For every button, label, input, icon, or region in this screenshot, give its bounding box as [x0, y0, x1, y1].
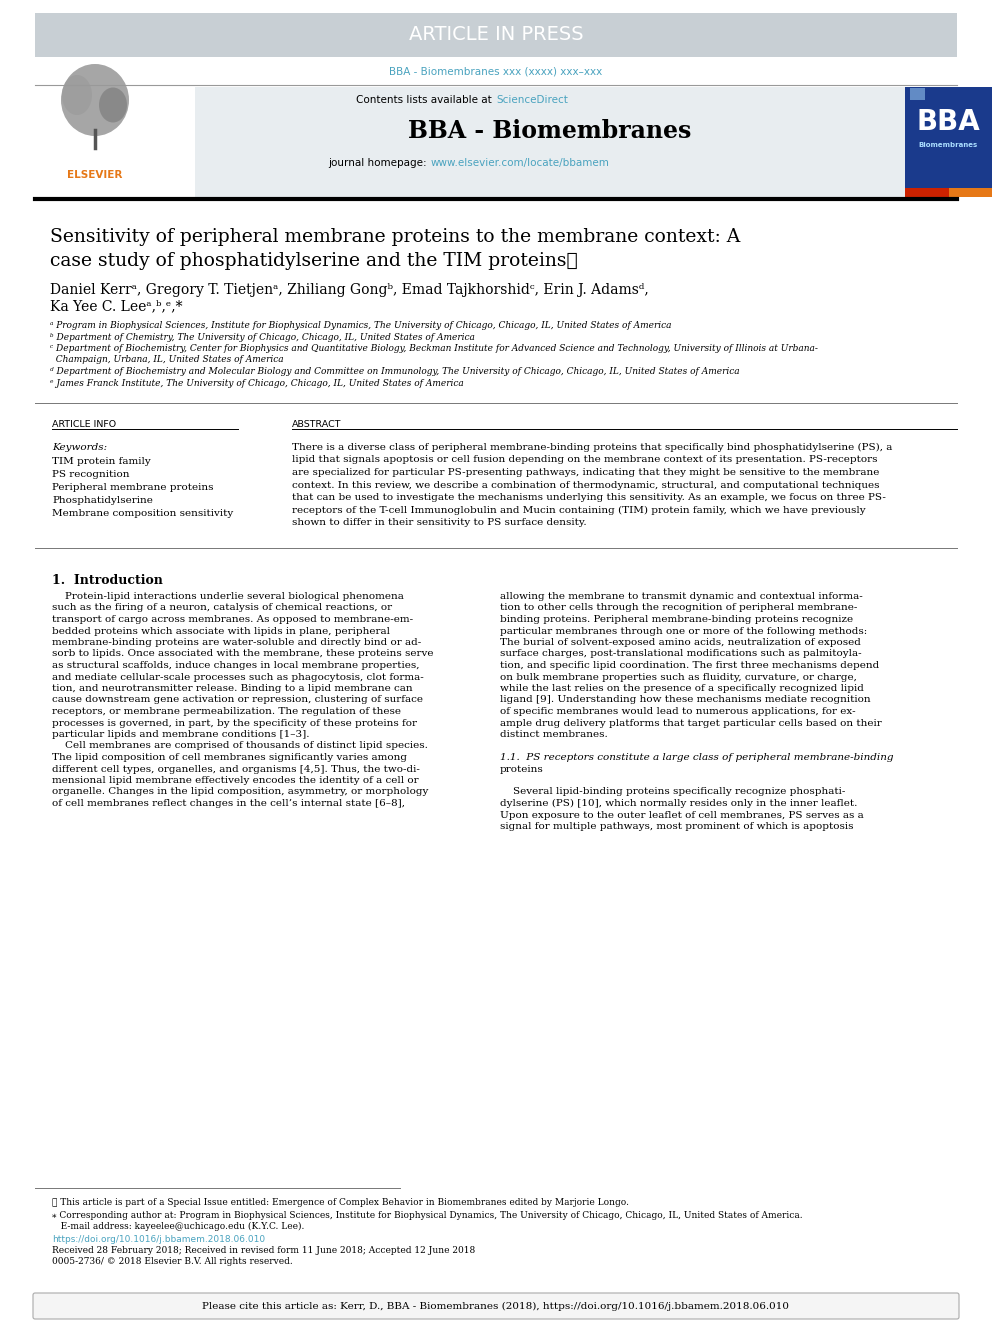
Text: ⁎ Corresponding author at: Program in Biophysical Sciences, Institute for Biophy: ⁎ Corresponding author at: Program in Bi…: [52, 1211, 803, 1220]
Text: such as the firing of a neuron, catalysis of chemical reactions, or: such as the firing of a neuron, catalysi…: [52, 603, 392, 613]
Bar: [905, 87, 992, 197]
Text: 1.1.  PS receptors constitute a large class of peripheral membrane-binding: 1.1. PS receptors constitute a large cla…: [500, 753, 894, 762]
Text: allowing the membrane to transmit dynamic and contextual informa-: allowing the membrane to transmit dynami…: [500, 591, 863, 601]
Text: https://doi.org/10.1016/j.bbamem.2018.06.010: https://doi.org/10.1016/j.bbamem.2018.06…: [52, 1234, 265, 1244]
Text: journal homepage:: journal homepage:: [328, 157, 430, 168]
Text: on bulk membrane properties such as fluidity, curvature, or charge,: on bulk membrane properties such as flui…: [500, 672, 857, 681]
Text: distinct membranes.: distinct membranes.: [500, 730, 608, 740]
Text: Biomembranes: Biomembranes: [919, 142, 978, 148]
Text: E-mail address: kayeelee@uchicago.edu (K.Y.C. Lee).: E-mail address: kayeelee@uchicago.edu (K…: [52, 1222, 305, 1232]
Text: are specialized for particular PS-presenting pathways, indicating that they migh: are specialized for particular PS-presen…: [292, 468, 879, 478]
Text: shown to differ in their sensitivity to PS surface density.: shown to differ in their sensitivity to …: [292, 519, 586, 527]
Text: proteins: proteins: [500, 765, 544, 774]
Text: surface charges, post-translational modifications such as palmitoyla-: surface charges, post-translational modi…: [500, 650, 862, 659]
Text: Sensitivity of peripheral membrane proteins to the membrane context: A: Sensitivity of peripheral membrane prote…: [50, 228, 740, 246]
Text: Several lipid-binding proteins specifically recognize phosphati-: Several lipid-binding proteins specifica…: [500, 787, 845, 796]
Text: The lipid composition of cell membranes significantly varies among: The lipid composition of cell membranes …: [52, 753, 407, 762]
Text: 0005-2736/ © 2018 Elsevier B.V. All rights reserved.: 0005-2736/ © 2018 Elsevier B.V. All righ…: [52, 1257, 293, 1266]
Text: There is a diverse class of peripheral membrane-binding proteins that specifical: There is a diverse class of peripheral m…: [292, 443, 893, 452]
Bar: [905, 188, 949, 197]
Text: transport of cargo across membranes. As opposed to membrane-em-: transport of cargo across membranes. As …: [52, 615, 413, 624]
Ellipse shape: [62, 75, 92, 115]
Text: Please cite this article as: Kerr, D., BBA - Biomembranes (2018), https://doi.or: Please cite this article as: Kerr, D., B…: [202, 1302, 790, 1311]
Text: dylserine (PS) [10], which normally resides only in the inner leaflet.: dylserine (PS) [10], which normally resi…: [500, 799, 857, 808]
Text: TIM protein family: TIM protein family: [52, 456, 151, 466]
Text: Keywords:: Keywords:: [52, 443, 107, 452]
Text: Cell membranes are comprised of thousands of distinct lipid species.: Cell membranes are comprised of thousand…: [52, 741, 428, 750]
Text: The burial of solvent-exposed amino acids, neutralization of exposed: The burial of solvent-exposed amino acid…: [500, 638, 861, 647]
Text: while the last relies on the presence of a specifically recognized lipid: while the last relies on the presence of…: [500, 684, 864, 693]
Text: Phosphatidylserine: Phosphatidylserine: [52, 496, 153, 505]
Text: ★ This article is part of a Special Issue entitled: Emergence of Complex Behavio: ★ This article is part of a Special Issu…: [52, 1199, 629, 1207]
Text: sorb to lipids. Once associated with the membrane, these proteins serve: sorb to lipids. Once associated with the…: [52, 650, 434, 659]
Text: receptors, or membrane permeabilization. The regulation of these: receptors, or membrane permeabilization.…: [52, 706, 401, 716]
Text: organelle. Changes in the lipid composition, asymmetry, or morphology: organelle. Changes in the lipid composit…: [52, 787, 429, 796]
Text: ARTICLE IN PRESS: ARTICLE IN PRESS: [409, 25, 583, 45]
Text: ᵃ Program in Biophysical Sciences, Institute for Biophysical Dynamics, The Unive: ᵃ Program in Biophysical Sciences, Insti…: [50, 321, 672, 329]
Text: ᵇ Department of Chemistry, The University of Chicago, Chicago, IL, United States: ᵇ Department of Chemistry, The Universit…: [50, 332, 475, 341]
Text: of specific membranes would lead to numerous applications, for ex-: of specific membranes would lead to nume…: [500, 706, 856, 716]
Text: ᶜ Department of Biochemistry, Center for Biophysics and Quantitative Biology, Be: ᶜ Department of Biochemistry, Center for…: [50, 344, 817, 353]
Text: context. In this review, we describe a combination of thermodynamic, structural,: context. In this review, we describe a c…: [292, 480, 880, 490]
Text: lipid that signals apoptosis or cell fusion depending on the membrane context of: lipid that signals apoptosis or cell fus…: [292, 455, 878, 464]
Text: mensional lipid membrane effectively encodes the identity of a cell or: mensional lipid membrane effectively enc…: [52, 777, 419, 785]
Text: BBA - Biomembranes: BBA - Biomembranes: [409, 119, 691, 143]
Text: bedded proteins which associate with lipids in plane, peripheral: bedded proteins which associate with lip…: [52, 627, 390, 635]
Text: Received 28 February 2018; Received in revised form 11 June 2018; Accepted 12 Ju: Received 28 February 2018; Received in r…: [52, 1246, 475, 1256]
Text: of cell membranes reflect changes in the cell’s internal state [6–8],: of cell membranes reflect changes in the…: [52, 799, 405, 808]
Text: tion, and specific lipid coordination. The first three mechanisms depend: tion, and specific lipid coordination. T…: [500, 662, 879, 669]
Text: signal for multiple pathways, most prominent of which is apoptosis: signal for multiple pathways, most promi…: [500, 822, 853, 831]
Text: ScienceDirect: ScienceDirect: [496, 95, 567, 105]
Text: receptors of the T-cell Immunoglobulin and Mucin containing (TIM) protein family: receptors of the T-cell Immunoglobulin a…: [292, 505, 866, 515]
Text: ᵈ Department of Biochemistry and Molecular Biology and Committee on Immunology, : ᵈ Department of Biochemistry and Molecul…: [50, 366, 740, 376]
Text: case study of phosphatidylserine and the TIM proteins★: case study of phosphatidylserine and the…: [50, 251, 577, 270]
Text: Daniel Kerrᵃ, Gregory T. Tietjenᵃ, Zhiliang Gongᵇ, Emad Tajkhorshidᶜ, Erin J. Ad: Daniel Kerrᵃ, Gregory T. Tietjenᵃ, Zhili…: [50, 283, 649, 296]
Text: www.elsevier.com/locate/bbamem: www.elsevier.com/locate/bbamem: [431, 157, 610, 168]
Text: tion, and neurotransmitter release. Binding to a lipid membrane can: tion, and neurotransmitter release. Bind…: [52, 684, 413, 693]
Ellipse shape: [61, 64, 129, 136]
Bar: [35, 87, 195, 197]
Text: membrane-binding proteins are water-soluble and directly bind or ad-: membrane-binding proteins are water-solu…: [52, 638, 422, 647]
Text: Upon exposure to the outer leaflet of cell membranes, PS serves as a: Upon exposure to the outer leaflet of ce…: [500, 811, 864, 819]
Text: binding proteins. Peripheral membrane-binding proteins recognize: binding proteins. Peripheral membrane-bi…: [500, 615, 853, 624]
Text: Champaign, Urbana, IL, United States of America: Champaign, Urbana, IL, United States of …: [50, 356, 284, 365]
Text: BBA - Biomembranes xxx (xxxx) xxx–xxx: BBA - Biomembranes xxx (xxxx) xxx–xxx: [390, 66, 602, 75]
Text: processes is governed, in part, by the specificity of these proteins for: processes is governed, in part, by the s…: [52, 718, 417, 728]
Text: cause downstream gene activation or repression, clustering of surface: cause downstream gene activation or repr…: [52, 696, 423, 705]
Text: ARTICLE INFO: ARTICLE INFO: [52, 419, 116, 429]
Text: Protein-lipid interactions underlie several biological phenomena: Protein-lipid interactions underlie seve…: [52, 591, 404, 601]
Bar: [910, 89, 925, 101]
Text: tion to other cells through the recognition of peripheral membrane-: tion to other cells through the recognit…: [500, 603, 857, 613]
Text: particular membranes through one or more of the following methods:: particular membranes through one or more…: [500, 627, 867, 635]
Text: BBA: BBA: [917, 108, 980, 136]
Text: ligand [9]. Understanding how these mechanisms mediate recognition: ligand [9]. Understanding how these mech…: [500, 696, 871, 705]
Text: PS recognition: PS recognition: [52, 470, 130, 479]
Bar: [35, 13, 957, 57]
Text: ABSTRACT: ABSTRACT: [292, 419, 341, 429]
Bar: [195, 87, 905, 197]
Text: ample drug delivery platforms that target particular cells based on their: ample drug delivery platforms that targe…: [500, 718, 882, 728]
Text: 1.  Introduction: 1. Introduction: [52, 574, 163, 587]
Text: as structural scaffolds, induce changes in local membrane properties,: as structural scaffolds, induce changes …: [52, 662, 420, 669]
Text: Membrane composition sensitivity: Membrane composition sensitivity: [52, 509, 233, 519]
FancyBboxPatch shape: [33, 1293, 959, 1319]
Ellipse shape: [99, 87, 127, 123]
Text: ELSEVIER: ELSEVIER: [67, 169, 123, 180]
Text: Contents lists available at: Contents lists available at: [356, 95, 495, 105]
Text: and mediate cellular-scale processes such as phagocytosis, clot forma-: and mediate cellular-scale processes suc…: [52, 672, 424, 681]
Text: ᵉ James Franck Institute, The University of Chicago, Chicago, IL, United States : ᵉ James Franck Institute, The University…: [50, 378, 463, 388]
Text: particular lipids and membrane conditions [1–3].: particular lipids and membrane condition…: [52, 730, 310, 740]
Text: different cell types, organelles, and organisms [4,5]. Thus, the two-di-: different cell types, organelles, and or…: [52, 765, 420, 774]
Text: Ka Yee C. Leeᵃ,ᵇ,ᵉ,*: Ka Yee C. Leeᵃ,ᵇ,ᵉ,*: [50, 299, 183, 314]
Bar: [949, 188, 992, 197]
Text: Peripheral membrane proteins: Peripheral membrane proteins: [52, 483, 213, 492]
Text: that can be used to investigate the mechanisms underlying this sensitivity. As a: that can be used to investigate the mech…: [292, 493, 886, 501]
